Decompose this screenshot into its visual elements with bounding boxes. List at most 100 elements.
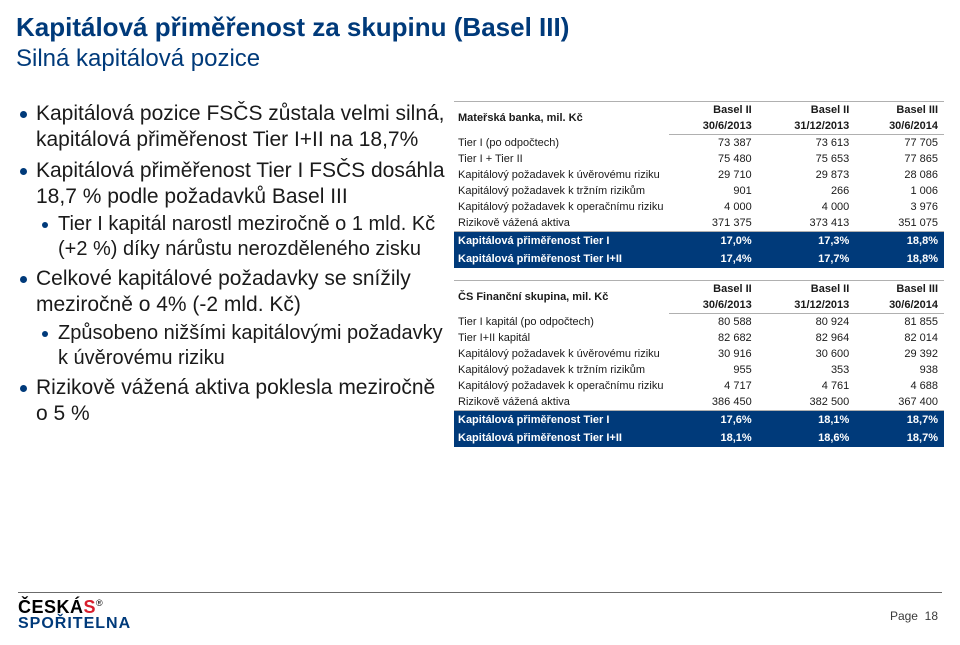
- table-cell: 77 865: [855, 151, 944, 167]
- table-header-label: ČS Finanční skupina, mil. Kč: [454, 281, 669, 314]
- table-row-label: Kapitálový požadavek k úvěrovému riziku: [454, 346, 669, 362]
- table-cell: 955: [669, 362, 758, 378]
- table-highlight-label: Kapitálová přiměřenost Tier I+II: [454, 429, 669, 447]
- table-cell: 373 413: [758, 215, 856, 232]
- table-cell: 30 600: [758, 346, 856, 362]
- footer-rule: [18, 592, 942, 593]
- table-row-label: Tier I (po odpočtech): [454, 135, 669, 152]
- table-col-head: Basel II: [669, 281, 758, 298]
- sub-bullet-item: Způsobeno nižšími kapitálovými požadavky…: [36, 321, 446, 371]
- table-col-head: Basel III: [855, 281, 944, 298]
- table-col-head: Basel II: [669, 102, 758, 119]
- table-cell: 29 392: [855, 346, 944, 362]
- content-area: Kapitálová pozice FSČS zůstala velmi sil…: [0, 73, 960, 459]
- table-highlight-cell: 17,6%: [669, 411, 758, 430]
- table-cell: 30 916: [669, 346, 758, 362]
- table-cell: 73 387: [669, 135, 758, 152]
- table-highlight-label: Kapitálová přiměřenost Tier I: [454, 232, 669, 251]
- table-cell: 28 086: [855, 167, 944, 183]
- table-highlight-cell: 18,7%: [855, 411, 944, 430]
- bullets-column: Kapitálová pozice FSČS zůstala velmi sil…: [16, 101, 446, 459]
- table-highlight-cell: 18,7%: [855, 429, 944, 447]
- table-highlight-cell: 18,8%: [855, 250, 944, 268]
- table-cell: 77 705: [855, 135, 944, 152]
- table-cell: 371 375: [669, 215, 758, 232]
- table-highlight-cell: 18,1%: [758, 411, 856, 430]
- table-cell: 82 682: [669, 330, 758, 346]
- table-cell: 386 450: [669, 394, 758, 411]
- table-row-label: Tier I+II kapitál: [454, 330, 669, 346]
- table-highlight-cell: 17,7%: [758, 250, 856, 268]
- table-highlight-cell: 17,0%: [669, 232, 758, 251]
- table-highlight-cell: 18,8%: [855, 232, 944, 251]
- table-row-label: Kapitálový požadavek k operačnímu riziku: [454, 199, 669, 215]
- table-cell: 367 400: [855, 394, 944, 411]
- table-row-label: Kapitálový požadavek k tržním rizikům: [454, 183, 669, 199]
- table-cell: 82 014: [855, 330, 944, 346]
- table-col-head: Basel III: [855, 102, 944, 119]
- table-cell: 4 688: [855, 378, 944, 394]
- table-parent-bank: Mateřská banka, mil. Kč Basel II Basel I…: [454, 101, 944, 268]
- table-cell: 3 976: [855, 199, 944, 215]
- table-row-label: Tier I + Tier II: [454, 151, 669, 167]
- tables-column: Mateřská banka, mil. Kč Basel II Basel I…: [446, 101, 944, 459]
- table-cell: 82 964: [758, 330, 856, 346]
- table-row-label: Kapitálový požadavek k úvěrovému riziku: [454, 167, 669, 183]
- table-cell: 4 000: [758, 199, 856, 215]
- bullet-item: Celkové kapitálové požadavky se snížily …: [16, 266, 446, 371]
- table-col-head: Basel II: [758, 281, 856, 298]
- table-col-head: Basel II: [758, 102, 856, 119]
- bullet-item: Rizikově vážená aktiva poklesla meziročn…: [16, 375, 446, 428]
- table-col-date: 30/6/2014: [855, 297, 944, 314]
- table-cell: 1 006: [855, 183, 944, 199]
- table-cell: 382 500: [758, 394, 856, 411]
- sub-bullet-item: Tier I kapitál narostl meziročně o 1 mld…: [36, 212, 446, 262]
- table-col-date: 30/6/2014: [855, 118, 944, 135]
- table-col-date: 31/12/2013: [758, 118, 856, 135]
- table-cell: 75 653: [758, 151, 856, 167]
- table-cell: 29 710: [669, 167, 758, 183]
- bullet-item: Kapitálová pozice FSČS zůstala velmi sil…: [16, 101, 446, 154]
- table-cell: 266: [758, 183, 856, 199]
- table-highlight-label: Kapitálová přiměřenost Tier I: [454, 411, 669, 430]
- logo-accent: S: [84, 597, 97, 617]
- logo-line2: SPOŘITELNA: [18, 615, 131, 633]
- table-cell: 75 480: [669, 151, 758, 167]
- table-cell: 80 924: [758, 314, 856, 331]
- table-cell: 353: [758, 362, 856, 378]
- table-cell: 4 717: [669, 378, 758, 394]
- page-title: Kapitálová přiměřenost za skupinu (Basel…: [0, 0, 960, 43]
- page-label: Page: [890, 609, 918, 623]
- table-cell: 73 613: [758, 135, 856, 152]
- logo-registered-icon: ®: [96, 598, 103, 608]
- table-highlight-cell: 17,3%: [758, 232, 856, 251]
- table-row-label: Kapitálový požadavek k tržním rizikům: [454, 362, 669, 378]
- table-cell: 29 873: [758, 167, 856, 183]
- table-cell: 4 761: [758, 378, 856, 394]
- table-col-date: 30/6/2013: [669, 118, 758, 135]
- table-header-label: Mateřská banka, mil. Kč: [454, 102, 669, 135]
- table-cell: 351 075: [855, 215, 944, 232]
- table-cell: 901: [669, 183, 758, 199]
- bullet-text: Celkové kapitálové požadavky se snížily …: [36, 267, 411, 316]
- table-highlight-label: Kapitálová přiměřenost Tier I+II: [454, 250, 669, 268]
- table-row-label: Rizikově vážená aktiva: [454, 215, 669, 232]
- bullet-item: Kapitálová přiměřenost Tier I FSČS dosáh…: [16, 158, 446, 263]
- table-cell: 938: [855, 362, 944, 378]
- table-highlight-cell: 17,4%: [669, 250, 758, 268]
- logo: ČESKÁS® SPOŘITELNA: [18, 597, 131, 633]
- table-col-date: 30/6/2013: [669, 297, 758, 314]
- table-highlight-cell: 18,6%: [758, 429, 856, 447]
- table-cell: 80 588: [669, 314, 758, 331]
- page-subtitle: Silná kapitálová pozice: [0, 43, 960, 73]
- table-highlight-cell: 18,1%: [669, 429, 758, 447]
- bullet-text: Kapitálová přiměřenost Tier I FSČS dosáh…: [36, 159, 445, 208]
- table-financial-group: ČS Finanční skupina, mil. Kč Basel II Ba…: [454, 280, 944, 447]
- table-row-label: Tier I kapitál (po odpočtech): [454, 314, 669, 331]
- table-row-label: Kapitálový požadavek k operačnímu riziku: [454, 378, 669, 394]
- table-row-label: Rizikově vážená aktiva: [454, 394, 669, 411]
- page-number: Page 18: [890, 609, 938, 623]
- logo-line1a: ČESKÁ: [18, 597, 84, 617]
- table-cell: 4 000: [669, 199, 758, 215]
- table-col-date: 31/12/2013: [758, 297, 856, 314]
